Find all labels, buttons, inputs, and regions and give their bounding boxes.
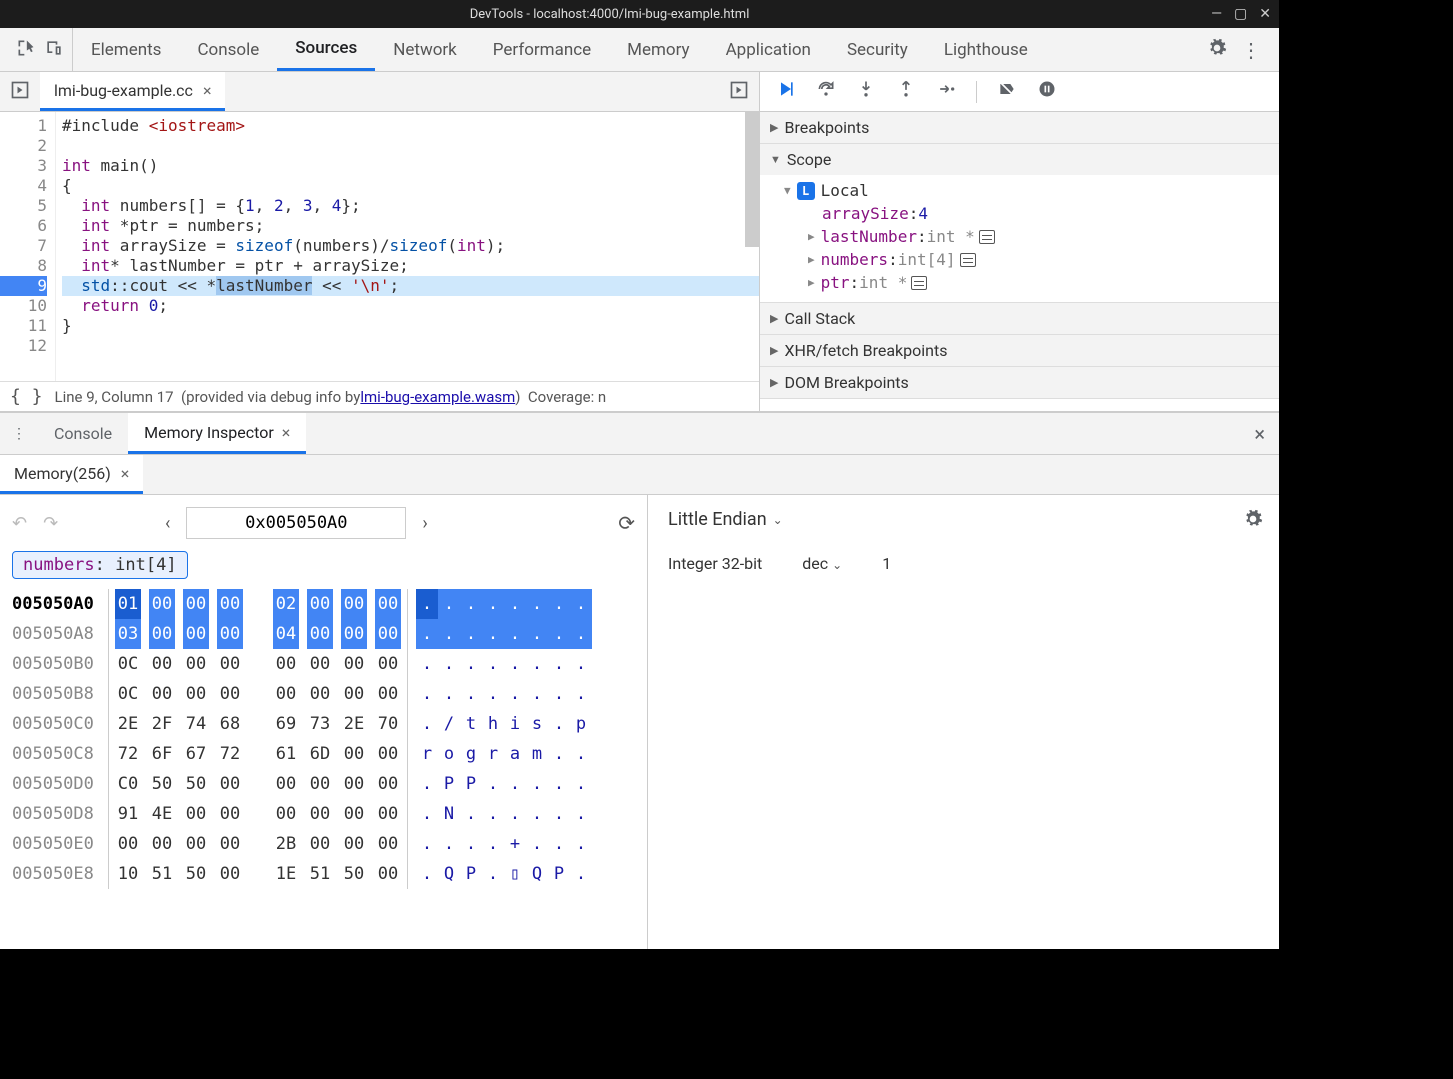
code-line[interactable]: [62, 136, 759, 156]
hex-row[interactable]: 005050B80C00000000000000........: [12, 679, 635, 709]
breakpoints-section[interactable]: ▶Breakpoints: [760, 112, 1279, 143]
code-line[interactable]: int* lastNumber = ptr + arraySize;: [62, 256, 759, 276]
scope-local[interactable]: ▼LLocal: [784, 179, 1279, 202]
main-tab-lighthouse[interactable]: Lighthouse: [926, 28, 1046, 71]
debugger-pane: ▶Breakpoints ▼Scope ▼LLocal arraySize: 4…: [760, 72, 1279, 411]
navigator-toggle-icon[interactable]: [0, 80, 40, 104]
more-menu-icon[interactable]: ⋮: [1241, 38, 1261, 62]
window-titlebar: DevTools - localhost:4000/lmi-bug-exampl…: [0, 0, 1279, 28]
minimize-button[interactable]: —: [1211, 6, 1222, 22]
hex-row[interactable]: 005050C8726F6772616D0000rogram..: [12, 739, 635, 769]
sources-pane: lmi-bug-example.cc × 123456789101112 #in…: [0, 72, 760, 411]
xhr-breakpoints-section[interactable]: ▶XHR/fetch Breakpoints: [760, 335, 1279, 366]
step-over-icon[interactable]: [816, 79, 836, 104]
inspect-element-icon[interactable]: [16, 38, 36, 62]
drawer-tab-console[interactable]: Console: [38, 413, 128, 454]
main-tab-sources[interactable]: Sources: [277, 28, 375, 71]
main-tab-application[interactable]: Application: [708, 28, 829, 71]
value-interpreter: Little Endian ⌄ Integer 32-bit dec ⌄ 1: [648, 495, 1279, 949]
code-line[interactable]: int main(): [62, 156, 759, 176]
editor-status-bar: { } Line 9, Column 17 (provided via debu…: [0, 381, 759, 411]
step-into-icon[interactable]: [856, 79, 876, 104]
scope-var[interactable]: ▶lastNumber: int *: [808, 225, 1279, 248]
dom-breakpoints-section[interactable]: ▶DOM Breakpoints: [760, 367, 1279, 398]
value-type: Integer 32-bit: [668, 554, 762, 573]
settings-gear-icon[interactable]: [1207, 38, 1227, 62]
hex-row[interactable]: 005050D8914E000000000000.N......: [12, 799, 635, 829]
hex-row[interactable]: 005050D0C050500000000000.PP.....: [12, 769, 635, 799]
scope-section[interactable]: ▼Scope: [760, 144, 1279, 175]
maximize-button[interactable]: ▢: [1234, 6, 1247, 22]
value-settings-icon[interactable]: [1243, 509, 1263, 533]
drawer-tab-memory-inspector[interactable]: Memory Inspector ×: [128, 413, 306, 454]
prev-page-icon[interactable]: ‹: [165, 513, 170, 534]
redo-icon[interactable]: ↷: [43, 513, 58, 534]
close-file-tab-icon[interactable]: ×: [203, 81, 212, 100]
address-input[interactable]: [186, 507, 406, 539]
drawer: ⋮ Console Memory Inspector × × Memory(25…: [0, 412, 1279, 949]
code-line[interactable]: [62, 336, 759, 356]
code-line[interactable]: int arraySize = sizeof(numbers)/sizeof(i…: [62, 236, 759, 256]
code-line[interactable]: int numbers[] = {1, 2, 3, 4};: [62, 196, 759, 216]
hex-row[interactable]: 005050E0000000002B000000....+...: [12, 829, 635, 859]
reveal-in-memory-icon[interactable]: [960, 253, 976, 267]
main-tab-network[interactable]: Network: [375, 28, 475, 71]
main-tab-bar: ElementsConsoleSourcesNetworkPerformance…: [0, 28, 1279, 72]
scope-var[interactable]: ▶ptr: int *: [808, 271, 1279, 294]
main-tab-performance[interactable]: Performance: [475, 28, 609, 71]
interpreted-value: 1: [882, 554, 891, 573]
memory-tab[interactable]: Memory(256) ×: [0, 455, 143, 494]
highlighted-object-pill[interactable]: numbers: int[4]: [12, 551, 188, 579]
hex-row[interactable]: 005050A80300000004000000........: [12, 619, 635, 649]
reveal-in-memory-icon[interactable]: [911, 276, 927, 290]
debugger-toggle-icon[interactable]: [719, 80, 759, 104]
code-line[interactable]: return 0;: [62, 296, 759, 316]
close-memory-tab-icon[interactable]: ×: [121, 464, 130, 483]
pretty-print-icon[interactable]: { }: [10, 386, 43, 407]
hex-row[interactable]: 005050C02E2F746869732E70./this.p: [12, 709, 635, 739]
endian-selector[interactable]: Little Endian ⌄: [668, 509, 1259, 530]
deactivate-breakpoints-icon[interactable]: [997, 79, 1017, 104]
scope-var[interactable]: ▶numbers: int[4]: [808, 248, 1279, 271]
value-repr-selector[interactable]: dec ⌄: [802, 554, 842, 573]
next-page-icon[interactable]: ›: [422, 513, 427, 534]
step-icon[interactable]: [936, 79, 956, 104]
hex-row[interactable]: 005050A00100000002000000........: [12, 589, 635, 619]
wasm-source-link[interactable]: lmi-bug-example.wasm: [360, 388, 515, 406]
undo-icon[interactable]: ↶: [12, 513, 27, 534]
resume-icon[interactable]: [776, 79, 796, 104]
code-line[interactable]: std::cout << *lastNumber << '\n';: [62, 276, 759, 296]
main-tab-elements[interactable]: Elements: [73, 28, 179, 71]
file-tab[interactable]: lmi-bug-example.cc ×: [40, 72, 225, 111]
close-drawer-tab-icon[interactable]: ×: [282, 423, 291, 442]
reveal-in-memory-icon[interactable]: [979, 230, 995, 244]
main-tab-memory[interactable]: Memory: [609, 28, 707, 71]
window-title: DevTools - localhost:4000/lmi-bug-exampl…: [8, 7, 1211, 22]
step-out-icon[interactable]: [896, 79, 916, 104]
hex-viewer: ↶ ↷ ‹ › ⟳ numbers: int[4] 005050A0010000…: [0, 495, 648, 949]
code-editor[interactable]: 123456789101112 #include <iostream>int m…: [0, 112, 759, 381]
drawer-more-icon[interactable]: ⋮: [0, 426, 38, 442]
main-tab-console[interactable]: Console: [179, 28, 277, 71]
pause-exceptions-icon[interactable]: [1037, 79, 1057, 104]
file-tab-name: lmi-bug-example.cc: [54, 81, 193, 100]
code-line[interactable]: }: [62, 316, 759, 336]
device-toggle-icon[interactable]: [44, 38, 64, 62]
code-line[interactable]: {: [62, 176, 759, 196]
hex-row[interactable]: 005050B00C00000000000000........: [12, 649, 635, 679]
main-tab-security[interactable]: Security: [829, 28, 926, 71]
close-window-button[interactable]: ✕: [1259, 6, 1271, 22]
close-drawer-icon[interactable]: ×: [1240, 422, 1279, 446]
debugger-toolbar: [760, 72, 1279, 112]
code-line[interactable]: int *ptr = numbers;: [62, 216, 759, 236]
hex-row[interactable]: 005050E8105150001E515000.QP.▯QP.: [12, 859, 635, 889]
refresh-icon[interactable]: ⟳: [618, 511, 635, 535]
cursor-position: Line 9, Column 17: [55, 388, 174, 406]
code-line[interactable]: #include <iostream>: [62, 116, 759, 136]
scope-var[interactable]: arraySize: 4: [808, 202, 1279, 225]
scrollbar[interactable]: [745, 112, 759, 247]
call-stack-section[interactable]: ▶Call Stack: [760, 303, 1279, 334]
